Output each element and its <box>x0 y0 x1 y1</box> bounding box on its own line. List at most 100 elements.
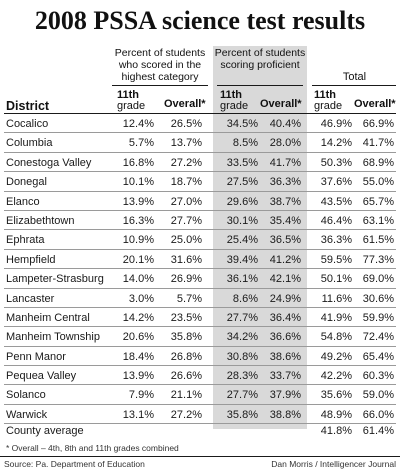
cell-highest-overall: 26.8% <box>170 350 202 363</box>
cell-proficient-overall: 41.7% <box>269 156 301 169</box>
cell-proficient-overall: 40.4% <box>269 118 301 130</box>
cell-proficient-11th: 8.6% <box>232 292 258 305</box>
group-header-proficient: Percent of students scoring proficient <box>214 47 306 71</box>
cell-highest-11th: 13.9% <box>122 195 154 208</box>
row-divider <box>4 287 396 289</box>
col-head-11th-3: 11th grade <box>314 90 342 112</box>
cell-highest-11th: 14.2% <box>122 311 154 324</box>
row-divider <box>4 190 396 192</box>
table-row: Lancaster 3.0% 5.7% 8.6% 24.9% 11.6% 30.6% <box>0 289 400 308</box>
cell-proficient-overall: 35.4% <box>269 214 301 227</box>
row-divider <box>4 248 396 250</box>
cell-highest-overall: 35.8% <box>170 331 202 344</box>
cell-total-overall: 59.0% <box>362 389 394 402</box>
district-name: Columbia <box>6 137 53 150</box>
cell-total-11th: 36.3% <box>320 234 352 247</box>
cell-total-overall: 66.9% <box>362 118 394 130</box>
cell-proficient-overall: 41.2% <box>269 253 301 266</box>
cell-proficient-11th: 35.8% <box>226 408 258 421</box>
cell-total-11th: 48.9% <box>320 408 352 421</box>
table-row: Elizabethtown 16.3% 27.7% 30.1% 35.4% 46.4% 63… <box>0 211 400 231</box>
footnote: * Overall – 4th, 8th and 11th grades com… <box>6 443 179 453</box>
col-head-11th-line2: grade <box>220 100 249 112</box>
cell-highest-11th: 18.4% <box>122 350 154 363</box>
cell-highest-overall: 27.0% <box>170 195 202 208</box>
cell-proficient-overall: 42.1% <box>269 273 301 286</box>
cell-total-overall: 66.0% <box>362 408 394 421</box>
district-name: Warwick <box>6 408 48 421</box>
cell-highest-overall: 26.5% <box>170 118 202 130</box>
table-row: Cocalico 12.4% 26.5% 34.5% 40.4% 46.9% 66.9% <box>0 114 400 134</box>
cell-proficient-11th: 8.5% <box>232 137 258 150</box>
cell-proficient-11th: 27.7% <box>226 311 258 324</box>
district-name: Manheim Township <box>6 331 100 344</box>
cell-total-overall: 63.1% <box>362 214 394 227</box>
table-row: Elanco 13.9% 27.0% 29.6% 38.7% 43.5% 65.7% <box>0 192 400 211</box>
cell-total-11th: 35.6% <box>320 389 352 402</box>
table-row: Solanco 7.9% 21.1% 27.7% 37.9% 35.6% 59.0% <box>0 385 400 405</box>
col-head-11th-line1: 11th <box>314 89 337 101</box>
cell-total-11th: 50.1% <box>320 273 352 286</box>
cell-proficient-11th: 27.7% <box>226 389 258 402</box>
cell-highest-11th: 16.8% <box>122 156 154 169</box>
table-row: Ephrata 10.9% 25.0% 25.4% 36.5% 36.3% 61.5% <box>0 230 400 250</box>
cell-proficient-11th: 36.1% <box>226 273 258 286</box>
table-row: Lampeter-Strasburg 14.0% 26.9% 36.1% 42.1% 50… <box>0 269 400 289</box>
district-name: Lampeter-Strasburg <box>6 273 104 286</box>
col-head-11th-line2: grade <box>117 100 146 112</box>
cell-total-overall: 69.0% <box>362 273 394 286</box>
cell-highest-overall: 21.1% <box>170 389 202 402</box>
table-row: Penn Manor 18.4% 26.8% 30.8% 38.6% 49.2% 65.4% <box>0 347 400 367</box>
cell-highest-11th: 3.0% <box>128 292 154 305</box>
group-header-total: Total <box>342 71 367 83</box>
cell-proficient-overall: 38.8% <box>269 408 301 421</box>
cell-highest-11th: 14.0% <box>122 273 154 286</box>
cell-proficient-overall: 36.6% <box>269 331 301 344</box>
cell-highest-overall: 27.7% <box>170 214 202 227</box>
col-head-overall-3: Overall* <box>354 98 396 110</box>
cell-total-overall: 65.4% <box>362 350 394 363</box>
row-divider <box>4 306 396 308</box>
cell-total-11th: 59.5% <box>320 253 352 266</box>
cell-total-overall: 59.9% <box>362 311 394 324</box>
table-row: Warwick 13.1% 27.2% 35.8% 38.8% 48.9% 66.0% <box>0 405 400 425</box>
table-body: Cocalico 12.4% 26.5% 34.5% 40.4% 46.9% 66.9% Co… <box>0 114 400 425</box>
cell-proficient-overall: 36.5% <box>269 234 301 247</box>
group-underline-3 <box>312 85 396 86</box>
table-row: Hempfield 20.1% 31.6% 39.4% 41.2% 59.5% 77.3% <box>0 250 400 270</box>
cell-highest-overall: 27.2% <box>170 156 202 169</box>
district-name: Elanco <box>6 195 40 208</box>
group-underline-2 <box>217 85 303 86</box>
county-average-total-overall: 61.4% <box>362 425 394 437</box>
cell-total-overall: 77.3% <box>362 253 394 266</box>
cell-highest-overall: 5.7% <box>176 292 202 305</box>
row-divider <box>4 268 396 270</box>
cell-highest-11th: 7.9% <box>128 389 154 402</box>
table-row: Conestoga Valley 16.8% 27.2% 33.5% 41.7% 50.3… <box>0 153 400 173</box>
cell-proficient-overall: 38.6% <box>269 350 301 363</box>
cell-highest-11th: 20.6% <box>122 331 154 344</box>
cell-highest-11th: 13.1% <box>122 408 154 421</box>
cell-proficient-overall: 28.0% <box>269 137 301 150</box>
cell-total-11th: 49.2% <box>320 350 352 363</box>
cell-proficient-11th: 29.6% <box>226 195 258 208</box>
district-name: Hempfield <box>6 253 56 266</box>
district-header: District <box>6 99 50 113</box>
county-average-total-11th: 41.8% <box>320 425 352 437</box>
cell-proficient-11th: 25.4% <box>226 234 258 247</box>
cell-total-overall: 30.6% <box>362 292 394 305</box>
cell-total-11th: 14.2% <box>320 137 352 150</box>
cell-highest-11th: 20.1% <box>122 253 154 266</box>
credit-text: Dan Morris / Intelligencer Journal <box>271 459 396 469</box>
cell-highest-overall: 27.2% <box>170 408 202 421</box>
source-text: Source: Pa. Department of Education <box>4 459 145 469</box>
cell-highest-11th: 13.9% <box>122 370 154 383</box>
row-divider <box>4 209 396 211</box>
cell-highest-11th: 10.9% <box>122 234 154 247</box>
table-row: Donegal 10.1% 18.7% 27.5% 36.3% 37.6% 55.0% <box>0 172 400 192</box>
cell-proficient-11th: 33.5% <box>226 156 258 169</box>
row-divider <box>4 384 396 386</box>
cell-proficient-11th: 28.3% <box>226 370 258 383</box>
cell-highest-11th: 12.4% <box>122 118 154 130</box>
footer-bar: Source: Pa. Department of Education Dan … <box>0 456 400 471</box>
